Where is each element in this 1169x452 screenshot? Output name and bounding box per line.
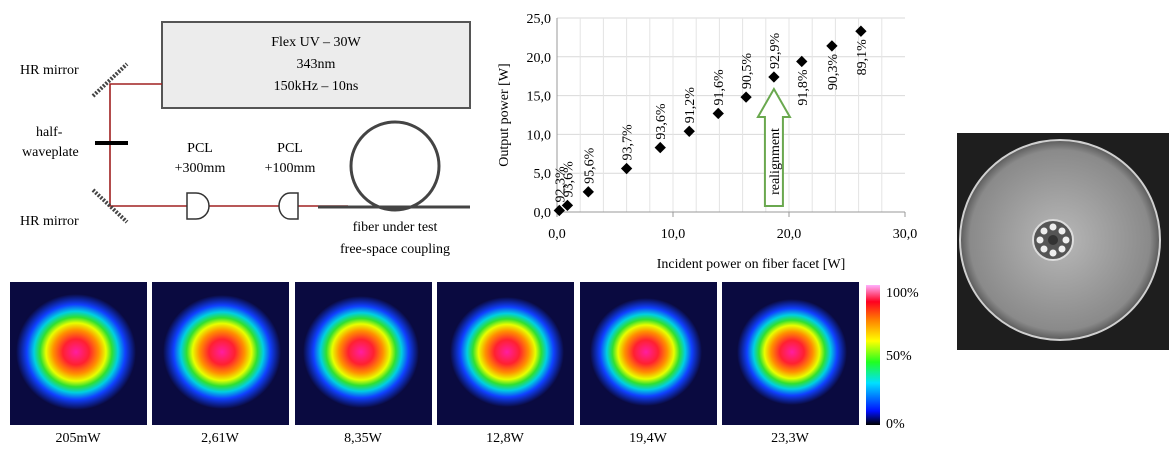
lens-label: PCL (187, 141, 213, 156)
fiber-coil (349, 120, 441, 212)
fiber-label: free-space coupling (340, 242, 450, 257)
data-point (683, 125, 695, 137)
point-label: 91,2% (683, 87, 698, 124)
data-point (620, 162, 633, 175)
colorbar-label: 0% (886, 417, 905, 432)
point-label: 93,6% (561, 161, 576, 198)
beam-profiles: 205mW 2,61W 8,35W 12,8W 19,4W 23,3W (10, 282, 859, 446)
mirror-label: HR mirror (20, 214, 79, 229)
data-point (654, 141, 666, 154)
lens-label: +300mm (175, 161, 226, 176)
waveplate-label: waveplate (22, 145, 79, 160)
beam-spot (450, 297, 564, 407)
colorbar-label: 50% (886, 349, 912, 364)
hollow-core (1048, 235, 1058, 245)
lens (278, 192, 299, 220)
laser-box (161, 21, 471, 109)
lens-label: PCL (277, 141, 303, 156)
point-label: 89,1% (855, 39, 870, 76)
beam-caption: 205mW (55, 431, 101, 446)
capillaries (1036, 223, 1070, 257)
waveplate-label: half- (36, 125, 63, 140)
beam-caption: 8,35W (344, 431, 383, 446)
x-tick-label: 30,0 (893, 227, 918, 242)
point-label: 90,5% (740, 53, 755, 90)
laser-label: 343nm (297, 57, 336, 72)
point-label: 91,8% (796, 69, 811, 106)
beam-caption: 2,61W (201, 431, 240, 446)
y-tick-label: 5,0 (534, 167, 552, 182)
annotation: realignment (768, 128, 783, 195)
x-tick-label: 10,0 (661, 227, 686, 242)
data-point (768, 71, 780, 83)
data-point (582, 186, 594, 198)
laser-label: Flex UV – 30W (271, 35, 361, 50)
fiber-image (957, 133, 1169, 350)
data-point (712, 107, 724, 120)
beam-spot (16, 294, 136, 410)
y-tick-label: 15,0 (527, 90, 552, 105)
y-tick-label: 25,0 (527, 12, 552, 27)
x-axis-label: Incident power on fiber facet [W] (657, 257, 846, 272)
beam-caption: 23,3W (771, 431, 810, 446)
beam-spot (737, 299, 847, 405)
fiber-label: fiber under test (353, 220, 438, 235)
mirror (91, 62, 129, 98)
x-tick-label: 0,0 (548, 227, 566, 242)
point-label: 93,6% (654, 103, 669, 140)
laser-label: 150kHz – 10ns (274, 79, 359, 94)
mirror (91, 188, 129, 224)
beam-spot (590, 298, 702, 406)
data-point (855, 25, 867, 37)
scatter-chart: 0,0 5,0 10,0 15,0 20,0 25,0 0,0 10,0 20,0 30,0 Inc… (497, 12, 917, 272)
y-tick-label: 0,0 (534, 206, 552, 221)
point-label: 91,6% (712, 69, 727, 106)
x-tick-label: 20,0 (777, 227, 802, 242)
lens (186, 192, 210, 220)
beam-spot (163, 295, 281, 409)
data-point (561, 199, 574, 212)
point-label: 92,3% (553, 166, 568, 203)
annotation-arrow (756, 86, 792, 207)
point-label: 90,3% (826, 54, 841, 91)
y-axis-label: Output power [W] (497, 63, 512, 166)
setup-diagram: Flex UV – 30W 343nm 150kHz – 10ns HR mir… (20, 21, 471, 257)
beam-caption: 19,4W (629, 431, 668, 446)
data-point (796, 55, 808, 68)
y-tick-label: 20,0 (527, 51, 552, 66)
colorbar (866, 285, 880, 425)
y-tick-label: 10,0 (527, 128, 552, 143)
beam-spot (303, 296, 419, 408)
beam-caption: 12,8W (486, 431, 525, 446)
mirror-label: HR mirror (20, 63, 79, 78)
data-point (826, 40, 838, 52)
point-label: 95,6% (582, 147, 597, 184)
colorbar-label: 100% (886, 286, 919, 301)
point-label: 92,9% (768, 32, 783, 69)
lens-label: +100mm (265, 161, 316, 176)
data-point (553, 204, 565, 217)
point-label: 93,7% (621, 124, 636, 161)
